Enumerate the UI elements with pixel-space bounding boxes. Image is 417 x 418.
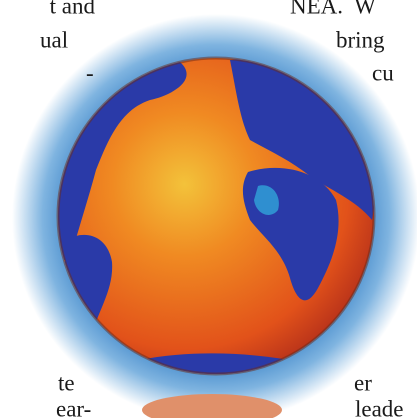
text-fragment: t and bbox=[50, 0, 96, 18]
lake bbox=[254, 185, 279, 215]
text-fragment: er bbox=[354, 370, 372, 395]
globe-edge bbox=[56, 56, 376, 376]
text-fragment: ual bbox=[40, 27, 68, 52]
text-fragment: te bbox=[58, 370, 75, 395]
hand bbox=[142, 394, 282, 418]
text-fragment: bring bbox=[336, 27, 385, 52]
text-fragment: - bbox=[86, 60, 94, 85]
text-fragment: leade bbox=[355, 396, 404, 418]
text-fragment: ear- bbox=[56, 396, 91, 418]
text-fragment: cu bbox=[372, 60, 394, 85]
text-fragment: NEA. W bbox=[290, 0, 376, 18]
